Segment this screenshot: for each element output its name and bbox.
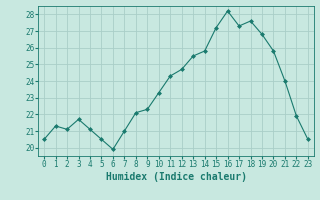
X-axis label: Humidex (Indice chaleur): Humidex (Indice chaleur) <box>106 172 246 182</box>
